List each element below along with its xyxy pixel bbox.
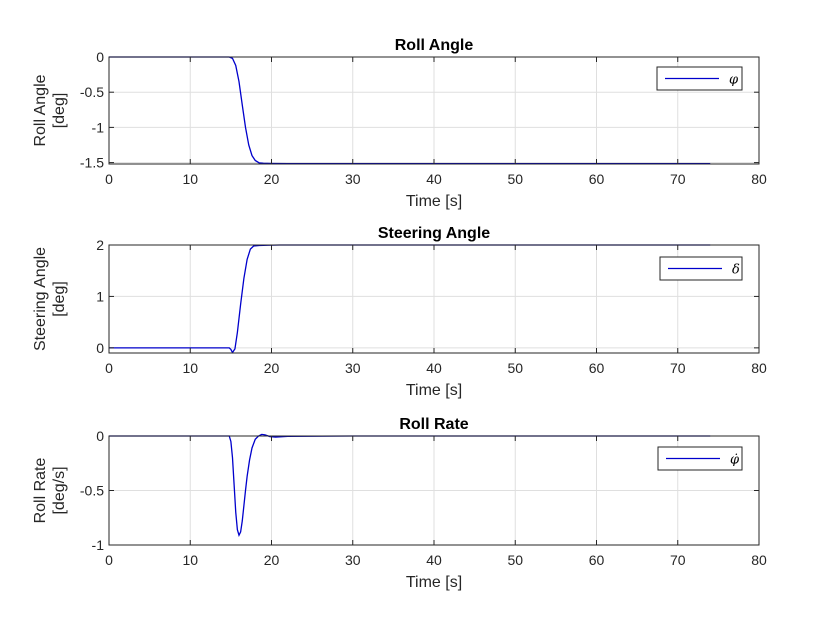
y-axis-label-line: [deg/s] [51, 466, 68, 514]
x-tick-label: 20 [264, 552, 280, 568]
x-tick-label: 0 [105, 360, 113, 376]
legend: φ [656, 66, 743, 91]
y-tick-label: 0 [96, 428, 104, 444]
x-tick-label: 80 [751, 360, 767, 376]
x-tick-label: 20 [264, 171, 280, 187]
y-axis-label-line: Roll Angle [32, 74, 49, 146]
x-axis-label: Time [s] [406, 574, 462, 591]
x-tick-label: 70 [670, 360, 686, 376]
y-tick-label: -1.5 [80, 155, 104, 171]
y-tick-label: -0.5 [80, 84, 104, 100]
y-tick-label: 1 [96, 288, 104, 304]
x-tick-label: 50 [507, 171, 523, 187]
x-tick-label: 80 [751, 552, 767, 568]
y-axis-label: Roll Rate [deg/s] [32, 458, 68, 524]
legend: φ̇ [657, 446, 743, 471]
y-axis-label-line: [deg] [51, 93, 68, 129]
x-tick-label: 0 [105, 171, 113, 187]
x-tick-label: 10 [182, 171, 198, 187]
x-tick-label: 70 [670, 552, 686, 568]
legend-entry-label: φ [729, 73, 739, 88]
y-tick-label: -1 [92, 119, 105, 135]
chart-title: Roll Rate [399, 416, 468, 433]
x-tick-label: 0 [105, 552, 113, 568]
legend-entry-label: δ [732, 263, 740, 278]
x-tick-label: 80 [751, 171, 767, 187]
x-tick-label: 60 [589, 171, 605, 187]
x-tick-label: 50 [507, 360, 523, 376]
y-tick-label: 0 [96, 340, 104, 356]
x-tick-label: 40 [426, 360, 442, 376]
legend: δ [659, 256, 743, 281]
y-axis-label-line: [deg] [51, 281, 68, 317]
y-tick-label: 0 [96, 49, 104, 65]
chart-title: Roll Angle [395, 37, 474, 54]
chart-title: Steering Angle [378, 225, 490, 242]
y-axis-label-line: Roll Rate [32, 458, 49, 524]
y-axis-label: Steering Angle [deg] [32, 247, 68, 351]
x-tick-label: 60 [589, 360, 605, 376]
subplot-3: 0 10 20 30 40 50 60 70 80 0 -0.5 -1 Roll Rate Time [s… [32, 416, 767, 591]
y-axis-label: Roll Angle [deg] [32, 74, 68, 146]
x-tick-label: 10 [182, 360, 198, 376]
x-axis-label: Time [s] [406, 382, 462, 399]
x-tick-label: 40 [426, 552, 442, 568]
y-tick-label: 2 [96, 237, 104, 253]
x-tick-label: 30 [345, 171, 361, 187]
y-tick-label: -0.5 [80, 483, 104, 499]
x-tick-label: 70 [670, 171, 686, 187]
subplot-2: 0 10 20 30 40 50 60 70 80 0 1 2 Steering Angle Time [… [32, 225, 767, 399]
x-tick-label: 50 [507, 552, 523, 568]
x-tick-label: 30 [345, 360, 361, 376]
y-axis-label-line: Steering Angle [32, 247, 49, 351]
legend-entry-label: φ̇ [730, 453, 740, 468]
subplot-1: 0 10 20 30 40 50 60 70 80 0 -0.5 -1 -1.5 Roll Angle Ti… [32, 37, 767, 210]
x-tick-label: 40 [426, 171, 442, 187]
y-tick-label: -1 [92, 537, 105, 553]
x-tick-label: 30 [345, 552, 361, 568]
x-tick-label: 60 [589, 552, 605, 568]
x-tick-label: 10 [182, 552, 198, 568]
x-tick-label: 20 [264, 360, 280, 376]
x-axis-label: Time [s] [406, 193, 462, 210]
